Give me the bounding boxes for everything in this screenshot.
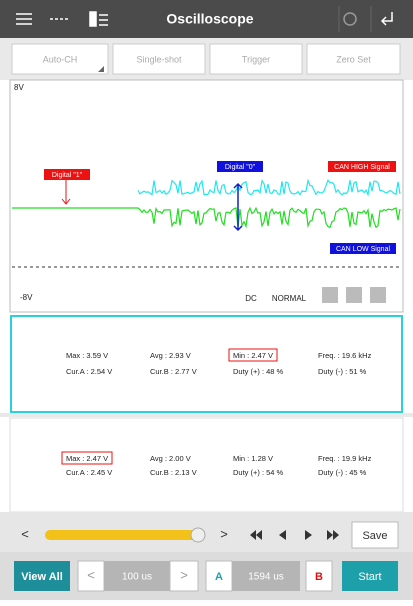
- dropdown-corner: [98, 66, 104, 72]
- icon-button[interactable]: [322, 287, 338, 303]
- measurement: Min : 2.47 V: [233, 351, 273, 360]
- annotation-box: [217, 161, 263, 172]
- scroll-right[interactable]: >: [220, 526, 228, 541]
- time-left-icon[interactable]: <: [87, 567, 95, 582]
- cursor-b-button[interactable]: [305, 560, 333, 592]
- start-label[interactable]: Start: [358, 571, 381, 583]
- toolbar-button[interactable]: [306, 43, 401, 75]
- panel[interactable]: [9, 417, 404, 513]
- measurement: Freq. : 19.9 kHz: [318, 454, 372, 463]
- measurement: Duty (-) : 51 %: [318, 367, 367, 376]
- cursor-a-button[interactable]: [205, 560, 233, 592]
- measurement: Min : 1.28 V: [233, 454, 273, 463]
- annotation: Digital "1": [52, 172, 83, 179]
- playback-icons[interactable]: [250, 530, 339, 540]
- time-right-icon[interactable]: >: [180, 567, 188, 582]
- slider-thumb[interactable]: [190, 527, 206, 543]
- measurement: Duty (+) : 54 %: [233, 468, 284, 477]
- arrow: [61, 180, 71, 205]
- mode: NORMAL: [272, 294, 307, 303]
- measurement: Freq. : 19.6 kHz: [318, 351, 372, 360]
- span-box: [232, 561, 300, 591]
- y-top-label: 8V: [14, 83, 24, 92]
- icon-button[interactable]: [370, 287, 386, 303]
- scope-screen: [9, 79, 404, 313]
- start-button[interactable]: [342, 561, 398, 591]
- header-icons: [16, 11, 393, 27]
- arrow: [233, 182, 243, 232]
- time-div: 100 us: [122, 572, 152, 583]
- y-bottom-label: -8V: [20, 293, 33, 302]
- cursor-a[interactable]: A: [215, 571, 223, 583]
- annotation-box: [330, 243, 396, 254]
- highlight: [61, 451, 113, 465]
- toolbar-label[interactable]: Trigger: [242, 54, 270, 64]
- time-box: [104, 561, 170, 591]
- measurement: Duty (+) : 48 %: [233, 367, 284, 376]
- measurement: Cur.B : 2.13 V: [150, 468, 197, 477]
- save-button[interactable]: [351, 521, 399, 549]
- toolbar-button[interactable]: [11, 43, 109, 75]
- annotation-box: [328, 161, 396, 172]
- time-right[interactable]: [169, 560, 199, 592]
- toolbar-label[interactable]: Single-shot: [136, 54, 182, 64]
- measurement: Cur.B : 2.77 V: [150, 367, 197, 376]
- toolbar-label[interactable]: Auto-CH: [43, 54, 78, 64]
- separator: [0, 413, 413, 417]
- waveform-low: [12, 206, 401, 229]
- annotation-box: [44, 169, 90, 180]
- cursor-b[interactable]: B: [315, 571, 323, 583]
- highlight: [228, 348, 278, 362]
- measurement: Avg : 2.93 V: [150, 351, 191, 360]
- measurement: Duty (-) : 45 %: [318, 468, 367, 477]
- view-all-button[interactable]: [14, 561, 70, 591]
- view-all-label[interactable]: View All: [21, 571, 63, 583]
- toolbar-label[interactable]: Zero Set: [336, 54, 371, 64]
- toolbar-button[interactable]: [209, 43, 303, 75]
- waveform-high: [137, 178, 401, 197]
- annotation: Digital "0": [225, 164, 256, 171]
- coupling: DC: [245, 294, 257, 303]
- measurement: Max : 3.59 V: [66, 351, 108, 360]
- scroll-left[interactable]: <: [21, 526, 29, 541]
- measurement: Cur.A : 2.45 V: [66, 468, 112, 477]
- annotation: CAN HIGH Signal: [334, 164, 390, 171]
- measurement: Cur.A : 2.54 V: [66, 367, 112, 376]
- measurement: Max : 2.47 V: [66, 454, 108, 463]
- save-label[interactable]: Save: [362, 530, 387, 542]
- measurement: Avg : 2.00 V: [150, 454, 191, 463]
- toolbar-button[interactable]: [112, 43, 206, 75]
- cursor-span: 1594 us: [248, 572, 284, 583]
- icon-button[interactable]: [346, 287, 362, 303]
- slider-track[interactable]: [45, 530, 205, 540]
- annotation: CAN LOW Signal: [336, 246, 391, 253]
- title: Oscilloscope: [166, 11, 253, 27]
- time-left[interactable]: [77, 560, 105, 592]
- panel-active[interactable]: [10, 315, 403, 413]
